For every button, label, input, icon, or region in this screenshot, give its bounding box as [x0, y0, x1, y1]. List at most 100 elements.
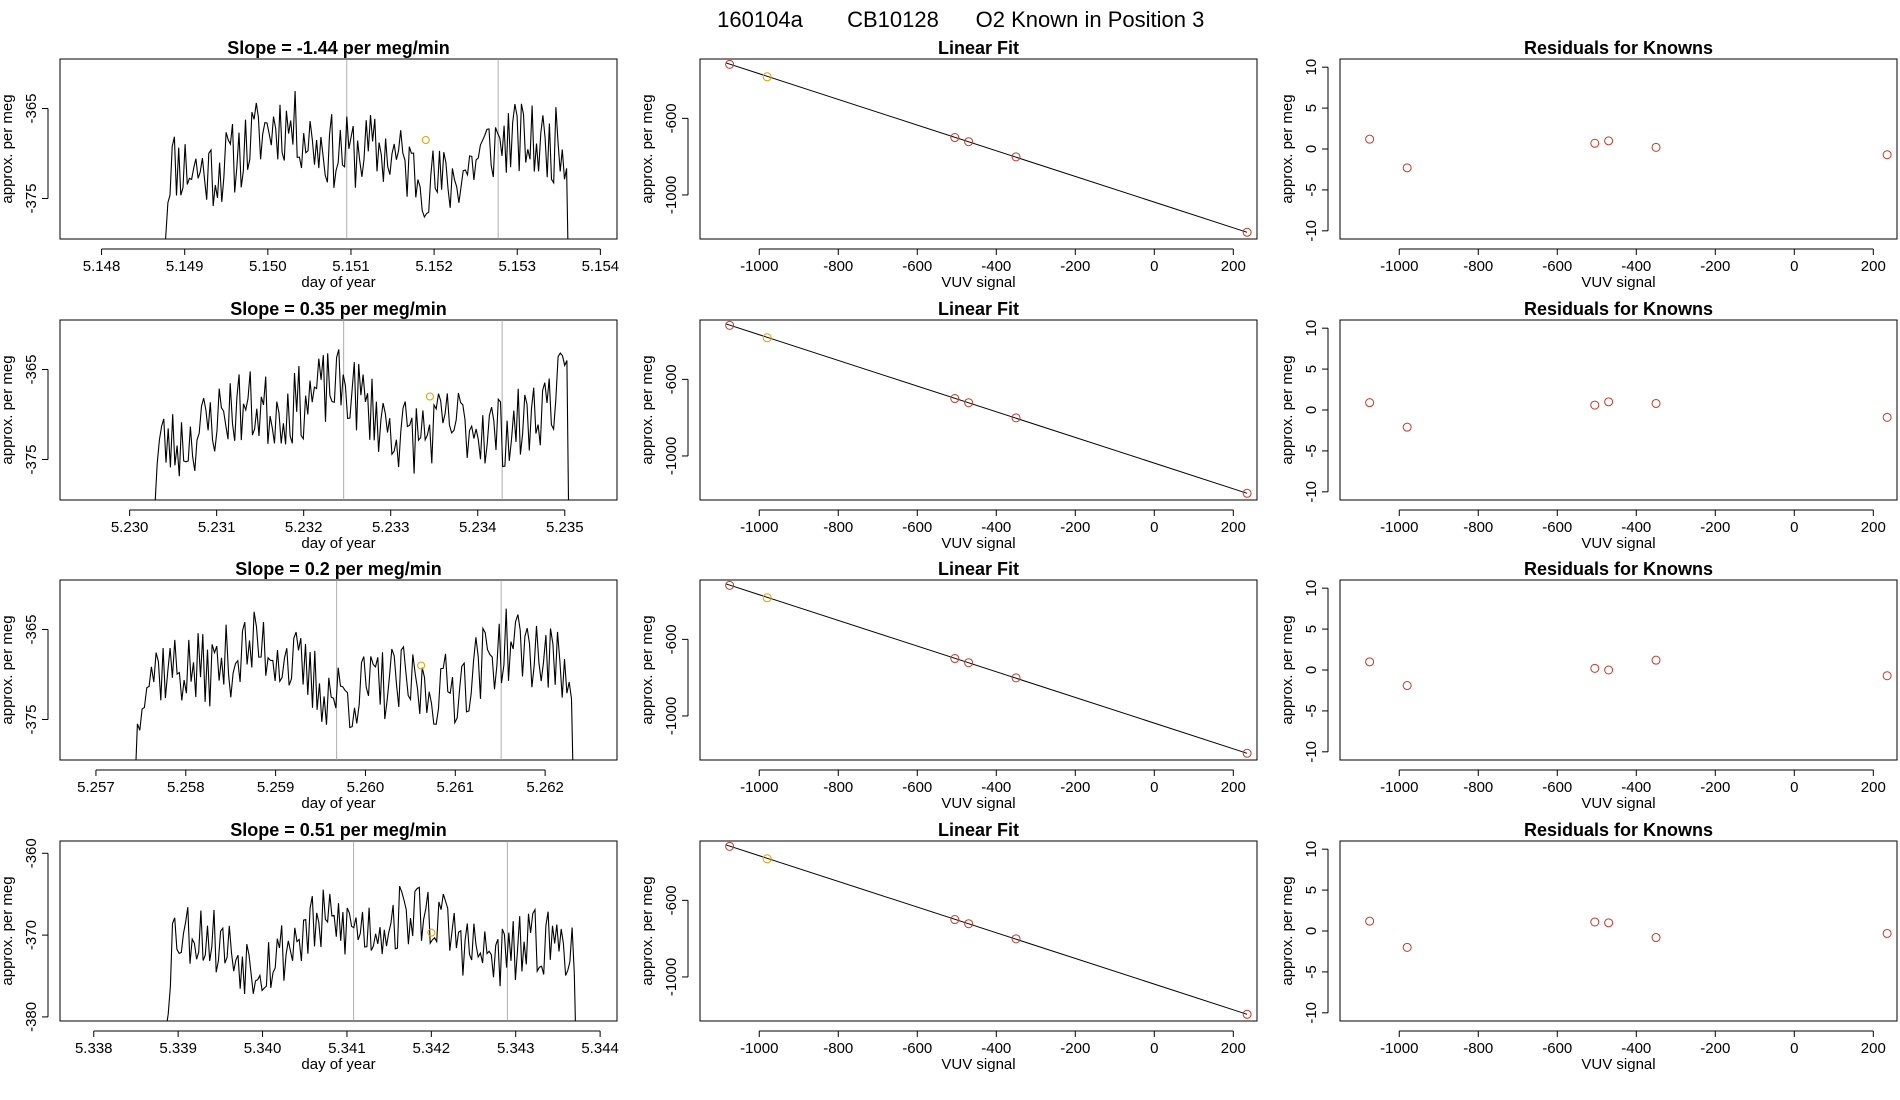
fit-point	[725, 320, 735, 330]
x-axis-title: VUV signal	[1581, 535, 1655, 552]
residuals-panel: Residuals for Knowns-1000 -800 -600 -400 -20…	[1279, 299, 1898, 552]
residuals-panel: Residuals for Knowns-1000 -800 -600 -400 -20…	[1279, 559, 1898, 812]
y-tick-label: -1000	[663, 958, 680, 996]
x-tick-label: 5.344	[581, 1040, 619, 1057]
x-tick-label: -1000	[740, 779, 778, 796]
plot-frame	[699, 840, 1258, 1022]
y-tick-label: 10	[1303, 320, 1320, 337]
y-tick-label: 0	[1303, 406, 1320, 414]
fit-point	[964, 137, 974, 147]
x-tick-label: -400	[1621, 779, 1651, 796]
residual-point	[1402, 681, 1412, 691]
panel-title: Slope = 0.35 per meg/min	[230, 299, 447, 319]
x-tick-label: -800	[823, 779, 853, 796]
x-tick-label: 5.230	[111, 519, 149, 536]
plot-frame	[1339, 840, 1898, 1022]
x-tick-label: 5.235	[546, 519, 584, 536]
panel-title: Linear Fit	[938, 820, 1019, 840]
x-tick-label: 200	[1221, 519, 1246, 536]
x-axis-title: day of year	[301, 795, 375, 812]
residual-point	[1590, 400, 1600, 410]
x-tick-label: 5.154	[582, 258, 620, 275]
y-tick-label: 10	[1303, 841, 1320, 858]
y-tick-label: -5	[1303, 965, 1320, 978]
x-tick-label: -400	[1621, 519, 1651, 536]
x-axis-title: VUV signal	[941, 274, 1015, 291]
residual-point	[1365, 398, 1375, 408]
linear-fit-panel: Linear Fit -1000 -800 -600 -400 -200 0 200 VUV s…	[639, 559, 1258, 812]
y-tick-label: -5	[1303, 183, 1320, 196]
x-tick-label: 0	[1150, 258, 1158, 275]
y-tick-label: -10	[1303, 1002, 1320, 1024]
x-tick-label: -400	[981, 779, 1011, 796]
x-tick-label: 200	[1861, 779, 1886, 796]
fit-point	[1242, 227, 1252, 237]
x-tick-label: -600	[1542, 519, 1572, 536]
fit-point	[762, 333, 772, 343]
fit-point	[1011, 934, 1021, 944]
x-tick-label: -600	[1542, 258, 1572, 275]
x-tick-label: -400	[1621, 258, 1651, 275]
residual-point	[1604, 136, 1614, 146]
fit-point	[762, 72, 772, 82]
x-tick-label: -600	[902, 258, 932, 275]
known-marker	[417, 661, 426, 670]
panel-title: Slope = 0.51 per meg/min	[230, 820, 447, 840]
residuals-panel: Residuals for Knowns-1000 -800 -600 -400 -20…	[1279, 38, 1898, 291]
x-tick-label: 0	[1150, 519, 1158, 536]
y-tick-label: -375	[23, 704, 40, 734]
x-tick-label: 5.340	[244, 1040, 282, 1057]
y-axis-title: approx. per meg	[0, 94, 16, 203]
y-axis-title: approx. per meg	[639, 615, 656, 724]
x-tick-label: -600	[1542, 779, 1572, 796]
x-axis-title: VUV signal	[941, 795, 1015, 812]
fit-line	[725, 323, 1248, 494]
x-tick-label: -400	[981, 1040, 1011, 1057]
plot-frame	[59, 840, 618, 1022]
residual-point	[1590, 663, 1600, 673]
residual-point	[1590, 138, 1600, 148]
x-tick-label: 200	[1861, 1040, 1886, 1057]
y-tick-label: 0	[1303, 666, 1320, 674]
x-tick-label: 5.259	[257, 779, 295, 796]
x-tick-label: 5.339	[159, 1040, 197, 1057]
x-tick-label: 200	[1221, 779, 1246, 796]
x-tick-label: 5.148	[83, 258, 121, 275]
x-tick-label: -200	[1700, 1040, 1730, 1057]
known-marker	[427, 928, 436, 937]
y-tick-label: 5	[1303, 625, 1320, 633]
timeseries-panel: Slope = 0.51 per meg/min 5.338 5.339 5.340 5…	[0, 820, 619, 1073]
x-tick-label: 0	[1790, 1040, 1798, 1057]
x-tick-label: 5.153	[498, 258, 536, 275]
per-meg-trace	[166, 886, 576, 1021]
residual-point	[1402, 422, 1412, 432]
residual-point	[1651, 142, 1661, 152]
x-tick-label: 5.338	[75, 1040, 113, 1057]
fit-point	[1242, 1009, 1252, 1019]
fit-point	[950, 654, 960, 664]
y-tick-label: -1000	[663, 176, 680, 214]
per-meg-trace	[154, 349, 570, 500]
x-tick-label: -200	[1060, 258, 1090, 275]
x-tick-label: -200	[1060, 1040, 1090, 1057]
y-axis-title: approx. per meg	[639, 355, 656, 464]
residual-point	[1651, 933, 1661, 943]
y-axis-title: approx. per meg	[1279, 876, 1296, 985]
plot-frame	[59, 319, 618, 501]
timeseries-panel: Slope = -1.44 per meg/min 5.148 5.149 5.150…	[0, 38, 620, 291]
x-tick-label: -1000	[1380, 1040, 1418, 1057]
x-tick-label: 5.233	[372, 519, 410, 536]
plot-frame	[1339, 319, 1898, 501]
timeseries-panel: Slope = 0.2 per meg/min 5.257 5.258 5.259 5.…	[0, 559, 618, 812]
y-axis-title: approx. per meg	[1279, 355, 1296, 464]
fit-point	[762, 593, 772, 603]
residual-point	[1651, 655, 1661, 665]
plot-frame	[59, 58, 618, 240]
plot-frame	[699, 58, 1258, 240]
x-tick-label: 200	[1221, 258, 1246, 275]
fit-point	[1242, 488, 1252, 498]
x-tick-label: -200	[1700, 519, 1730, 536]
x-tick-label: -800	[1463, 779, 1493, 796]
y-axis-title: approx. per meg	[1279, 615, 1296, 724]
